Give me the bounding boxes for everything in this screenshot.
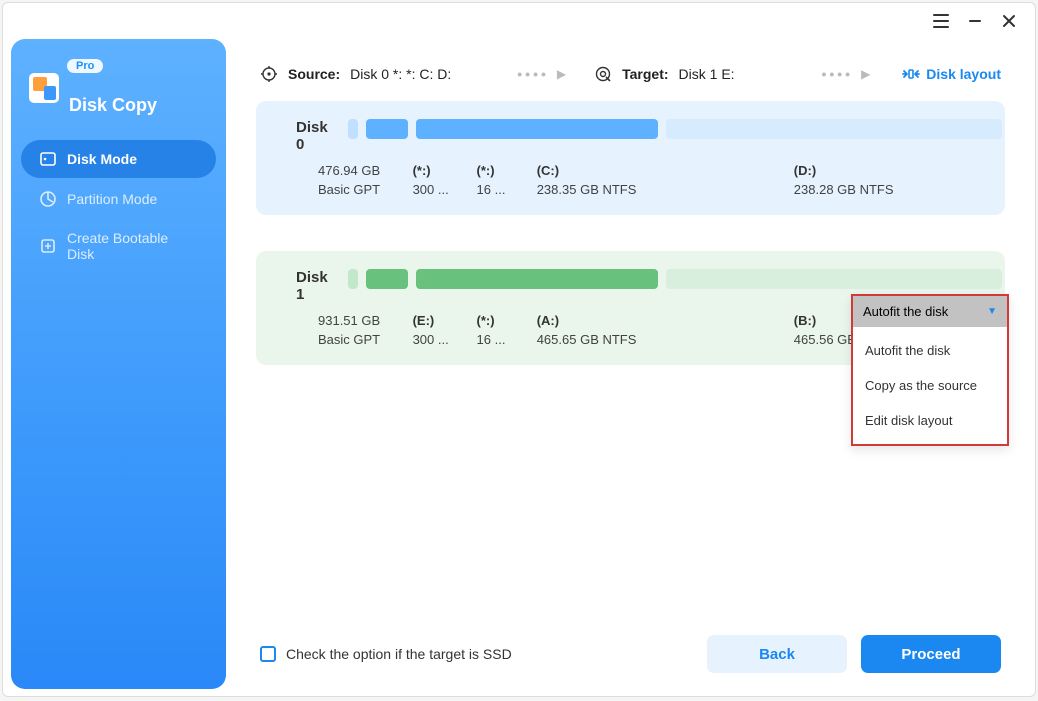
app-name: Disk Copy — [69, 95, 157, 116]
partition-bar[interactable] — [666, 119, 1002, 139]
dropdown-selected[interactable]: Autofit the disk ▼ — [853, 296, 1007, 327]
disk-panel-0: Disk 0 476.94 GBBasic GPT (*:)300 ... (*:)1… — [256, 101, 1005, 215]
partition-info: (*:)16 ... — [477, 313, 517, 347]
partition-bar[interactable] — [366, 269, 408, 289]
disk-layout-link[interactable]: Disk layout — [902, 66, 1001, 82]
dropdown-option-0[interactable]: Autofit the disk — [853, 333, 1007, 368]
partition-bar-row — [348, 269, 1002, 289]
dots-separator: •••• — [815, 66, 859, 82]
partition-info: (C:)238.35 GB NTFS — [537, 163, 774, 197]
disk-meta: 476.94 GBBasic GPT — [318, 163, 393, 197]
partition-bar[interactable] — [666, 269, 1002, 289]
dots-separator: •••• — [511, 66, 555, 82]
partition-mode-icon — [39, 190, 57, 208]
chevron-down-icon: ▼ — [987, 306, 997, 317]
sidebar-item-label: Create Bootable Disk — [67, 230, 198, 262]
disk-name: Disk 1 — [296, 269, 328, 303]
partition-info: (*:)16 ... — [477, 163, 517, 197]
source-icon — [260, 65, 278, 83]
partition-info: (D:)238.28 GB NTFS — [794, 163, 985, 197]
disk-mode-icon — [39, 150, 57, 168]
sidebar-item-label: Disk Mode — [67, 151, 137, 167]
partition-bar[interactable] — [348, 119, 358, 139]
partition-info: (A:)465.65 GB NTFS — [537, 313, 774, 347]
menu-icon[interactable] — [933, 13, 949, 29]
partition-info: (*:)300 ... — [413, 163, 457, 197]
create-bootable-disk-icon — [39, 237, 57, 255]
disk-name: Disk 0 — [296, 119, 328, 153]
dropdown-option-1[interactable]: Copy as the source — [853, 368, 1007, 403]
source-label: Source: — [288, 66, 340, 82]
ssd-label: Check the option if the target is SSD — [286, 646, 512, 662]
pro-badge: Pro — [67, 59, 103, 73]
sidebar: Pro Disk Copy Disk Mode Partition Mode Cre… — [11, 39, 226, 689]
partition-bar-row — [348, 119, 1002, 139]
minimize-button[interactable] — [967, 13, 983, 29]
back-button[interactable]: Back — [707, 635, 847, 673]
close-button[interactable] — [1001, 13, 1017, 29]
target-icon — [594, 65, 612, 83]
main-area: Source: Disk 0 *: *: C: D: ••••▶ Target:… — [238, 53, 1023, 684]
proceed-button[interactable]: Proceed — [861, 635, 1001, 673]
partition-bar[interactable] — [348, 269, 358, 289]
disk-layout-icon — [902, 67, 920, 81]
disk-meta: 931.51 GBBasic GPT — [318, 313, 393, 347]
sidebar-item-disk-mode[interactable]: Disk Mode — [21, 140, 216, 178]
target-label: Target: — [622, 66, 668, 82]
partition-bar[interactable] — [416, 119, 658, 139]
app-logo-icon — [29, 73, 59, 103]
source-value: Disk 0 *: *: C: D: — [350, 66, 451, 82]
sidebar-item-label: Partition Mode — [67, 191, 157, 207]
partition-info: (E:)300 ... — [413, 313, 457, 347]
sidebar-item-partition-mode[interactable]: Partition Mode — [21, 180, 216, 218]
target-value: Disk 1 E: — [679, 66, 735, 82]
partition-bar[interactable] — [416, 269, 658, 289]
ssd-checkbox[interactable] — [260, 646, 276, 662]
sidebar-item-create-bootable-disk[interactable]: Create Bootable Disk — [21, 220, 216, 272]
partition-bar[interactable] — [366, 119, 408, 139]
dropdown-option-2[interactable]: Edit disk layout — [853, 403, 1007, 438]
layout-dropdown: Autofit the disk ▼ Autofit the diskCopy … — [851, 294, 1009, 446]
